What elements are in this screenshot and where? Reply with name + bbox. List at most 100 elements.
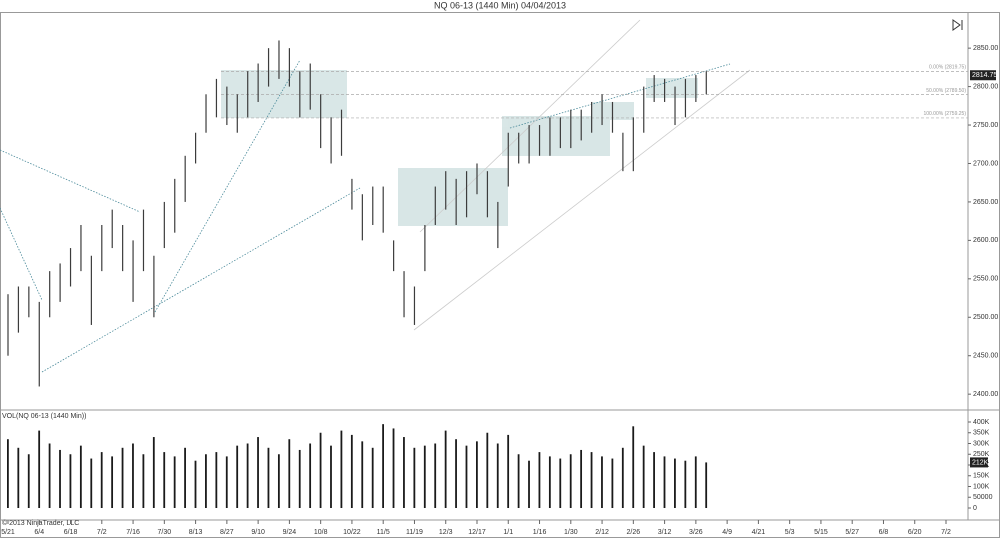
volume-bar [621, 447, 624, 509]
y-tick-label: 2600.00 [973, 237, 998, 244]
x-tick-label: 10/8 [314, 529, 328, 536]
volume-bar [642, 445, 645, 509]
volume-tick-label: 0 [973, 505, 977, 512]
volume-bar [27, 454, 30, 509]
volume-bar [653, 452, 655, 509]
zone [398, 168, 508, 226]
x-tick-label: 11/19 [406, 529, 423, 536]
volume-bar [486, 432, 489, 509]
volume-bar [496, 443, 499, 509]
volume-tick-label: 150K [973, 473, 990, 480]
volume-bar [277, 454, 280, 509]
volume-bar [538, 452, 541, 509]
volume-bar [507, 434, 510, 509]
volume-bar [163, 452, 166, 509]
volume-tick-label: 100K [973, 483, 990, 490]
x-tick-label: 5/21 [1, 529, 15, 536]
y-tick-label: 2800.00 [973, 83, 998, 90]
y-tick-label: 2750.00 [973, 122, 998, 129]
y-tick-label: 2500.00 [973, 314, 998, 321]
frame [0, 12, 1000, 538]
volume-bar [7, 439, 9, 509]
x-tick-label: 10/22 [343, 529, 361, 536]
volume-bar [17, 447, 20, 509]
volume-bar [330, 445, 332, 509]
y-tick-label: 2700.00 [973, 160, 998, 167]
x-tick-label: 9/10 [251, 529, 265, 536]
volume-bar [559, 458, 562, 509]
x-tick-label: 9/24 [283, 529, 297, 536]
volume-bar [517, 454, 520, 509]
volume-bar [298, 449, 301, 509]
volume-bar [403, 437, 405, 509]
volume-bar [90, 458, 93, 509]
x-tick-label: 3/26 [689, 529, 703, 536]
volume-tick-label: 250K [973, 451, 990, 458]
volume-title: VOL(NQ 06-13 (1440 Min)) [2, 413, 86, 420]
volume-bar [444, 430, 447, 509]
volume-bar [142, 454, 145, 509]
x-tick-label: 7/16 [126, 529, 140, 536]
volume-bar [309, 443, 312, 509]
play-button[interactable] [952, 19, 963, 31]
x-tick-label: 1/1 [503, 529, 513, 536]
x-tick-label: 12/3 [439, 529, 453, 536]
fib-label: 0.00% (2819.75) [929, 65, 966, 71]
x-tick-label: 6/8 [879, 529, 889, 536]
volume-bar [225, 456, 228, 509]
volume-bar [476, 441, 478, 509]
volume-bar [59, 449, 61, 509]
volume-bar [340, 430, 343, 509]
volume-bar [111, 456, 114, 509]
last-volume-tag [970, 457, 988, 468]
x-tick-label: 7/30 [158, 529, 172, 536]
trend-line [41, 187, 361, 373]
zones [221, 70, 698, 226]
last-price-tag [970, 70, 996, 81]
volume-tick-label: 350K [973, 430, 990, 437]
volume-bar [674, 458, 676, 509]
fib-label: 50.00% (2789.50) [926, 88, 966, 94]
volume-bar [319, 432, 322, 509]
y-tick-label: 2550.00 [973, 276, 998, 283]
play-icon[interactable] [952, 19, 963, 31]
trend-line [154, 59, 301, 313]
x-tick-label: 1/16 [533, 529, 547, 536]
volume-bar [184, 447, 186, 509]
volume-bar [632, 426, 635, 509]
volume-bar [663, 456, 666, 509]
x-tick-label: 2/12 [595, 529, 609, 536]
volume-bar [152, 437, 155, 509]
zone [221, 70, 347, 118]
volume-bar [100, 452, 103, 509]
volume-bar [79, 445, 82, 509]
volume-bar [684, 460, 687, 509]
x-tick-label: 5/27 [845, 529, 859, 536]
chart-title: NQ 06-13 (1440 Min) 04/04/2013 [434, 0, 566, 10]
y-tick-label: 2850.00 [973, 45, 998, 52]
volume-bar [48, 443, 51, 509]
volume-bar [173, 456, 176, 509]
volume-bar [423, 445, 426, 509]
volume-bar [590, 452, 593, 509]
volume-bar [121, 447, 124, 509]
volume-bar [267, 447, 270, 509]
last-volume: 212K [972, 459, 989, 466]
x-tick-label: 1/30 [564, 529, 578, 536]
x-tick-label: 12/17 [468, 529, 486, 536]
volume-bar [361, 441, 364, 509]
volume-bar [257, 437, 259, 509]
volume-bar [705, 462, 708, 509]
x-tick-label: 8/13 [189, 529, 203, 536]
x-tick-label: 7/2 [97, 529, 107, 536]
volume-bar [465, 445, 468, 509]
x-tick-label: 6/20 [908, 529, 922, 536]
volume-bar [215, 452, 218, 509]
volume-bar [350, 434, 353, 509]
volume-bar [413, 447, 416, 509]
volume-bar [132, 443, 134, 509]
fib-label: 100.00% (2759.25) [923, 111, 966, 117]
x-tick-label: 8/27 [220, 529, 234, 536]
volume-bar [382, 424, 384, 509]
